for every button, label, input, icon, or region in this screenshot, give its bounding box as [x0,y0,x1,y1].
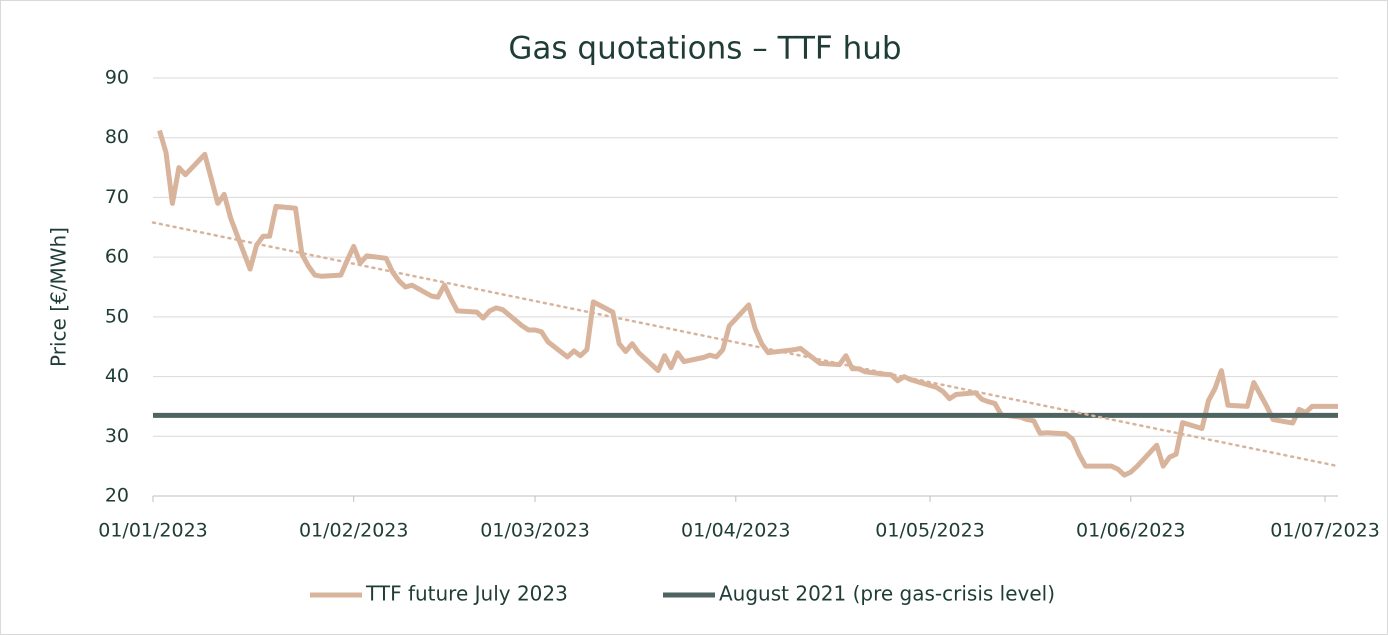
y-axis-label: Price [€/MWh] [47,227,71,367]
x-tick-label: 01/07/2023 [1270,520,1380,542]
y-tick-label: 60 [105,246,129,268]
y-tick-label: 40 [105,365,129,387]
y-tick-label: 20 [105,485,129,507]
y-tick-label: 80 [105,126,129,148]
x-tick-label: 01/01/2023 [98,520,208,542]
y-tick-label: 90 [105,67,129,89]
x-tick-label: 01/05/2023 [875,520,985,542]
x-tick-label: 01/06/2023 [1076,520,1186,542]
line-series [157,129,1338,478]
x-tick-label: 01/03/2023 [480,520,590,542]
legend-label: TTF future July 2023 [365,582,568,606]
x-tick-label: 01/02/2023 [299,520,409,542]
trend-line [151,221,1340,468]
chart-title: Gas quotations – TTF hub [508,31,901,67]
y-tick-label: 30 [105,425,129,447]
x-tick-label: 01/04/2023 [681,520,791,542]
y-tick-label: 50 [105,305,129,327]
y-tick-label: 70 [105,186,129,208]
legend-label: August 2021 (pre gas-crisis level) [719,582,1055,606]
